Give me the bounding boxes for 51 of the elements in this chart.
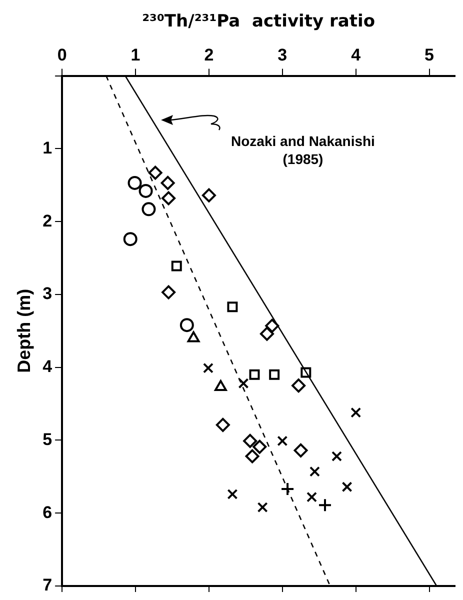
point	[187, 331, 200, 342]
y-tick-label: 7	[42, 576, 52, 595]
y-tick-label: 3	[42, 284, 52, 304]
point	[249, 369, 260, 380]
x-tick-label: 4	[351, 45, 362, 64]
point	[294, 443, 308, 458]
point	[214, 380, 227, 392]
point	[238, 378, 249, 389]
point	[227, 302, 238, 312]
point	[202, 188, 216, 202]
point	[269, 369, 280, 380]
y-tick-label: 4	[42, 357, 53, 376]
point	[162, 191, 176, 206]
x-axis-title: ²³⁰Th/²³¹Pa activity ratio	[142, 12, 375, 32]
point	[300, 367, 312, 378]
point	[243, 434, 258, 448]
point	[138, 184, 153, 198]
point	[292, 378, 306, 393]
point	[202, 362, 214, 374]
point	[148, 166, 162, 180]
point	[227, 488, 238, 500]
y-axis-title: Depth (m)	[14, 288, 34, 373]
point	[332, 451, 342, 462]
y-tick-label: 5	[42, 430, 52, 449]
point	[257, 502, 268, 513]
point	[162, 285, 176, 300]
x-tick-label: 5	[424, 45, 434, 64]
point	[277, 436, 288, 446]
y-tick-label: 2	[42, 211, 52, 230]
x-tick-label: 1	[130, 45, 140, 64]
point	[180, 318, 194, 332]
point	[160, 176, 175, 190]
point	[342, 482, 352, 492]
point	[128, 176, 142, 190]
point	[123, 232, 138, 246]
point	[245, 449, 260, 464]
x-tick-label: 2	[204, 45, 214, 64]
point	[142, 202, 156, 216]
x-tick-label: 3	[278, 45, 288, 64]
point	[265, 318, 280, 333]
point	[350, 407, 362, 418]
y-tick-label: 1	[42, 138, 52, 158]
y-tick-label: 6	[42, 502, 52, 522]
point	[252, 440, 267, 454]
annotation: Nozaki and Nakanishi (1985)	[231, 132, 375, 167]
point	[309, 466, 320, 477]
point	[260, 326, 274, 341]
point	[216, 418, 230, 432]
x-tick-label: 0	[57, 45, 67, 64]
point	[171, 260, 182, 272]
point	[306, 492, 318, 502]
